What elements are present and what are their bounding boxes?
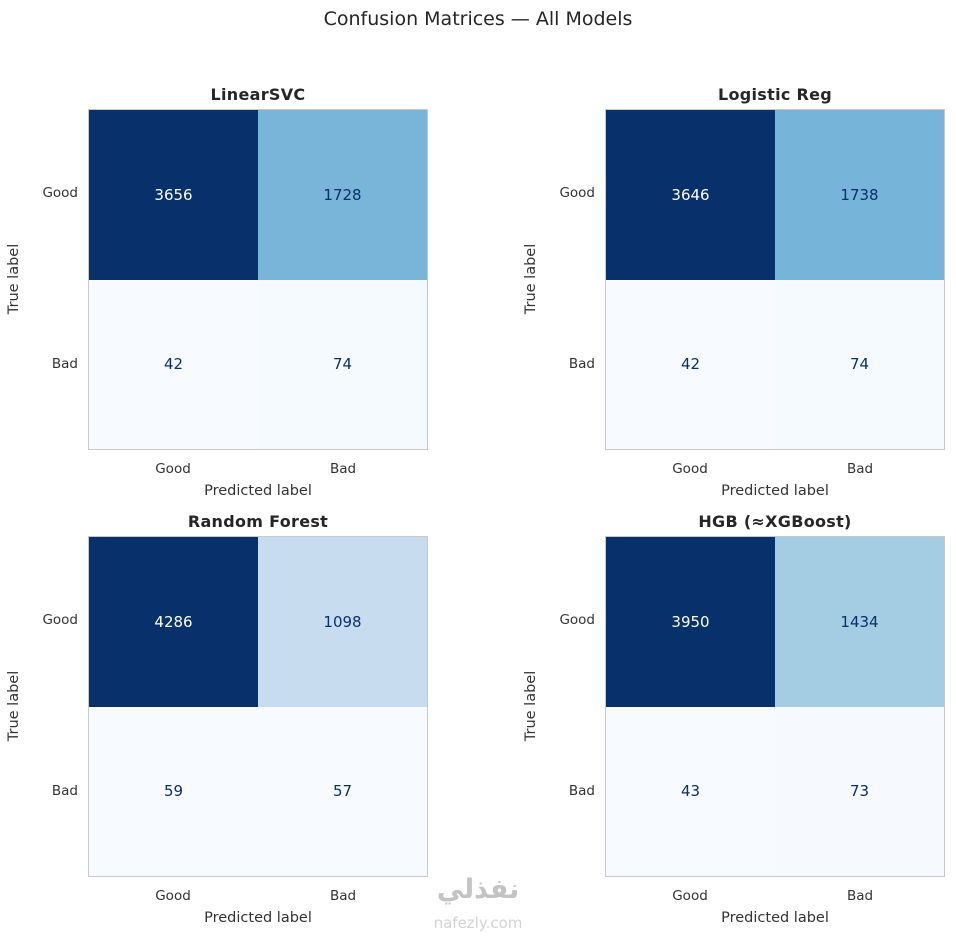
matrix-cell-tn: 3950: [606, 537, 775, 707]
matrix-cell-fp: 1738: [775, 110, 944, 280]
x-axis-label: Predicted label: [204, 483, 312, 499]
x-axis-label: Predicted label: [721, 483, 829, 499]
x-tick-bad: Bad: [846, 888, 874, 904]
x-tick-good: Good: [672, 461, 708, 477]
y-axis-label: True label: [6, 670, 22, 742]
x-ticks: Good Bad: [88, 888, 428, 904]
y-tick-bad: Bad: [568, 356, 595, 372]
y-tick-bad: Bad: [51, 356, 78, 372]
x-tick-bad: Bad: [846, 461, 874, 477]
y-tick-bad: Bad: [51, 783, 78, 799]
matrix-cell-fp: 1098: [258, 537, 427, 707]
panel-logistic-reg: Logistic Reg True label Good Bad 3646 17…: [517, 85, 947, 510]
subplot-title: HGB (≈XGBoost): [698, 512, 852, 531]
panel-linearsvc: LinearSVC True label Good Bad 3656 1728 …: [0, 85, 430, 510]
figure-title: Confusion Matrices — All Models: [323, 8, 633, 30]
y-tick-good: Good: [559, 612, 595, 628]
subplot-title: Logistic Reg: [717, 85, 833, 104]
x-axis-label: Predicted label: [204, 910, 312, 926]
matrix-cell-fn: 59: [89, 706, 258, 876]
matrix-cell-fn: 42: [89, 279, 258, 449]
matrix-cell-fn: 42: [606, 279, 775, 449]
x-ticks: Good Bad: [605, 461, 945, 477]
panel-random-forest: Random Forest True label Good Bad 4286 1…: [0, 512, 430, 937]
confusion-matrix: 3656 1728 42 74: [88, 109, 428, 450]
matrix-cell-tn: 4286: [89, 537, 258, 707]
subplot-title: LinearSVC: [210, 85, 306, 104]
y-axis-label: True label: [523, 670, 539, 742]
y-axis-label: True label: [6, 243, 22, 315]
x-tick-good: Good: [155, 888, 191, 904]
confusion-matrix: 4286 1098 59 57: [88, 536, 428, 877]
y-axis-label: True label: [523, 243, 539, 315]
x-tick-good: Good: [155, 461, 191, 477]
subplot-title: Random Forest: [187, 512, 329, 531]
matrix-cell-tn: 3656: [89, 110, 258, 280]
matrix-cell-tp: 74: [775, 279, 944, 449]
matrix-cell-tp: 73: [775, 706, 944, 876]
matrix-cell-tp: 74: [258, 279, 427, 449]
y-tick-bad: Bad: [568, 783, 595, 799]
x-tick-bad: Bad: [329, 461, 357, 477]
matrix-cell-fp: 1434: [775, 537, 944, 707]
x-ticks: Good Bad: [605, 888, 945, 904]
matrix-cell-tn: 3646: [606, 110, 775, 280]
x-tick-good: Good: [672, 888, 708, 904]
x-tick-bad: Bad: [329, 888, 357, 904]
confusion-matrix: 3950 1434 43 73: [605, 536, 945, 877]
matrix-cell-fn: 43: [606, 706, 775, 876]
x-axis-label: Predicted label: [721, 910, 829, 926]
confusion-matrix: 3646 1738 42 74: [605, 109, 945, 450]
y-tick-good: Good: [42, 612, 78, 628]
x-ticks: Good Bad: [88, 461, 428, 477]
matrix-cell-fp: 1728: [258, 110, 427, 280]
y-tick-good: Good: [559, 185, 595, 201]
panel-hgb-xgboost: HGB (≈XGBoost) True label Good Bad 3950 …: [517, 512, 947, 937]
y-tick-good: Good: [42, 185, 78, 201]
matrix-cell-tp: 57: [258, 706, 427, 876]
